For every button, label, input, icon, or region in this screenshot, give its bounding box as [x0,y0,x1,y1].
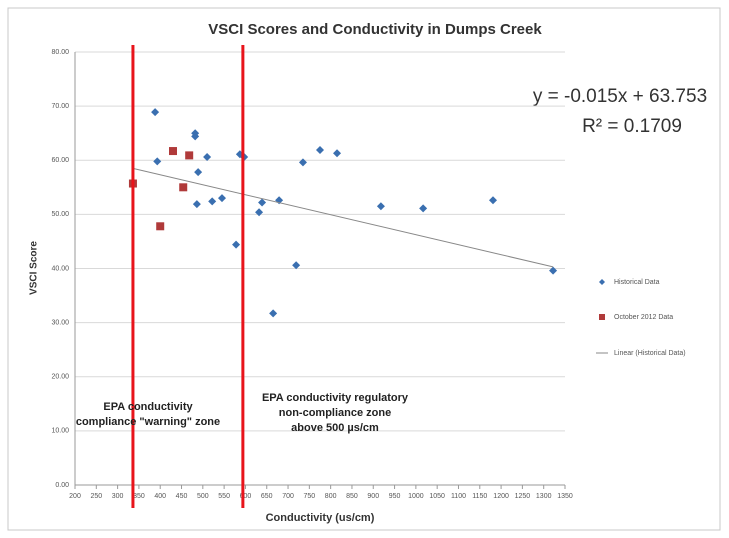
october-point [185,151,194,160]
x-tick-label: 500 [197,493,209,500]
october-point [156,222,165,231]
historical-point [376,202,385,211]
r-squared: R² = 0.1709 [582,116,682,137]
historical-point [151,108,160,117]
x-tick-label: 1250 [515,493,531,500]
x-tick-label: 300 [112,493,124,500]
y-tick-label: 30.00 [51,319,69,326]
historical-point [292,261,301,270]
y-tick-label: 50.00 [51,211,69,218]
x-tick-label: 800 [325,493,337,500]
annotation: EPA conductivity [103,401,193,413]
x-tick-label: 850 [346,493,358,500]
x-tick-label: 900 [367,493,379,500]
legend-label: Historical Data [614,279,660,286]
x-tick-label: 250 [90,493,102,500]
historical-point [191,132,200,141]
y-tick-label: 60.00 [51,157,69,164]
x-tick-label: 650 [261,493,273,500]
y-tick-label: 70.00 [51,103,69,110]
historical-point [194,168,203,177]
annotation: non-compliance zone [279,407,391,419]
historical-point [316,145,324,154]
historical-point [549,266,558,275]
historical-point [488,196,497,205]
y-tick-label: 0.00 [55,482,69,489]
annotation: compliance "warning" zone [76,416,220,428]
y-axis-label: VSCI Score [29,241,40,295]
trend-line [132,167,554,268]
x-tick-label: 400 [154,493,166,500]
annotation: above 500 µs/cm [291,422,379,434]
x-tick-label: 1300 [536,493,552,500]
historical-point [153,157,162,166]
y-tick-label: 10.00 [51,428,69,435]
x-tick-label: 600 [240,493,252,500]
legend-label: October 2012 Data [614,314,673,321]
x-tick-label: 200 [69,493,81,500]
equation: y = -0.015x + 63.753 [533,86,707,107]
x-tick-label: 1350 [557,493,573,500]
historical-point [203,153,212,162]
x-tick-label: 1150 [472,493,487,500]
x-tick-label: 350 [133,493,145,500]
x-tick-label: 1100 [451,493,466,500]
historical-point [269,309,278,318]
historical-point [258,198,267,207]
x-axis-label: Conductivity (us/cm) [266,512,375,524]
october-point [169,147,177,156]
x-tick-label: 1000 [408,493,424,500]
y-tick-label: 20.00 [51,374,69,381]
historical-point [208,197,217,206]
historical-point [298,158,307,167]
chart-title: VSCI Scores and Conductivity in Dumps Cr… [208,21,542,38]
annotation: EPA conductivity regulatory [262,392,409,404]
historical-point [192,200,201,209]
historical-point [419,204,428,213]
x-tick-label: 1050 [429,493,445,500]
x-tick-label: 1200 [493,493,509,500]
october-point [179,183,188,192]
legend-marker [599,279,605,285]
historical-point [218,194,226,203]
y-tick-label: 80.00 [51,49,69,56]
historical-point [255,208,264,217]
historical-point [333,149,342,158]
x-tick-label: 950 [389,493,401,500]
x-tick-label: 700 [282,493,294,500]
legend-label: Linear (Historical Data) [614,350,686,357]
x-tick-label: 750 [304,493,316,500]
x-tick-label: 450 [176,493,188,500]
legend-marker [599,314,605,320]
y-tick-label: 40.00 [51,265,69,272]
x-tick-label: 550 [218,493,230,500]
historical-point [232,240,241,249]
